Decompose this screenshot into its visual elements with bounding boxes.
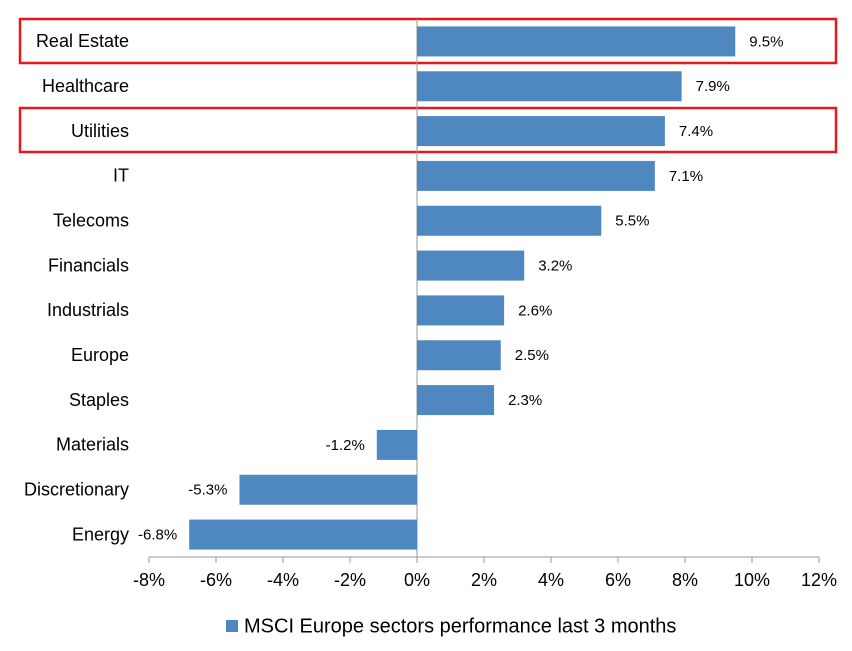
x-tick-label: 4%	[538, 570, 564, 590]
bar	[417, 26, 736, 57]
category-label: Energy	[72, 524, 129, 544]
x-tick-label: -2%	[334, 570, 366, 590]
value-label: -5.3%	[188, 482, 227, 499]
category-label: IT	[113, 166, 129, 186]
bar	[417, 205, 602, 236]
bar	[417, 340, 501, 371]
bar	[417, 250, 525, 281]
category-label: Europe	[71, 345, 129, 365]
x-tick-label: -4%	[267, 570, 299, 590]
value-label: 7.9%	[696, 78, 730, 95]
highlight-box	[18, 106, 838, 154]
x-tick-label: -6%	[200, 570, 232, 590]
x-tick-label: 2%	[471, 570, 497, 590]
value-label: 7.1%	[669, 168, 703, 185]
bar	[417, 385, 495, 416]
value-label: 2.3%	[508, 392, 542, 409]
bar	[239, 474, 417, 505]
value-label: 9.5%	[749, 33, 783, 50]
value-label: 2.5%	[515, 347, 549, 364]
x-tick-label: 10%	[734, 570, 770, 590]
category-label: Telecoms	[53, 211, 129, 231]
bar	[376, 429, 417, 460]
value-label: 5.5%	[615, 213, 649, 230]
highlight-box	[18, 17, 838, 65]
category-label: Discretionary	[24, 480, 129, 500]
x-tick-label: 8%	[672, 570, 698, 590]
x-tick-label: 12%	[801, 570, 837, 590]
category-label: Healthcare	[42, 76, 129, 96]
category-label: Real Estate	[36, 31, 129, 51]
bar	[417, 160, 655, 191]
legend-label: MSCI Europe sectors performance last 3 m…	[244, 615, 676, 637]
value-label: 2.6%	[518, 302, 552, 319]
value-label: 7.4%	[679, 123, 713, 140]
bar	[189, 519, 417, 550]
x-tick-label: 6%	[605, 570, 631, 590]
bar	[417, 71, 682, 102]
category-label: Materials	[56, 435, 129, 455]
value-label: -1.2%	[326, 437, 365, 454]
category-label: Financials	[48, 255, 129, 275]
x-tick-label: 0%	[404, 570, 430, 590]
category-label: Utilities	[71, 121, 129, 141]
x-tick-label: -8%	[133, 570, 165, 590]
bar	[417, 295, 505, 326]
bar	[417, 116, 665, 147]
legend-swatch	[226, 620, 238, 632]
category-label: Industrials	[47, 300, 129, 320]
category-label: Staples	[69, 390, 129, 410]
value-label: -6.8%	[138, 527, 177, 544]
value-label: 3.2%	[538, 258, 572, 275]
